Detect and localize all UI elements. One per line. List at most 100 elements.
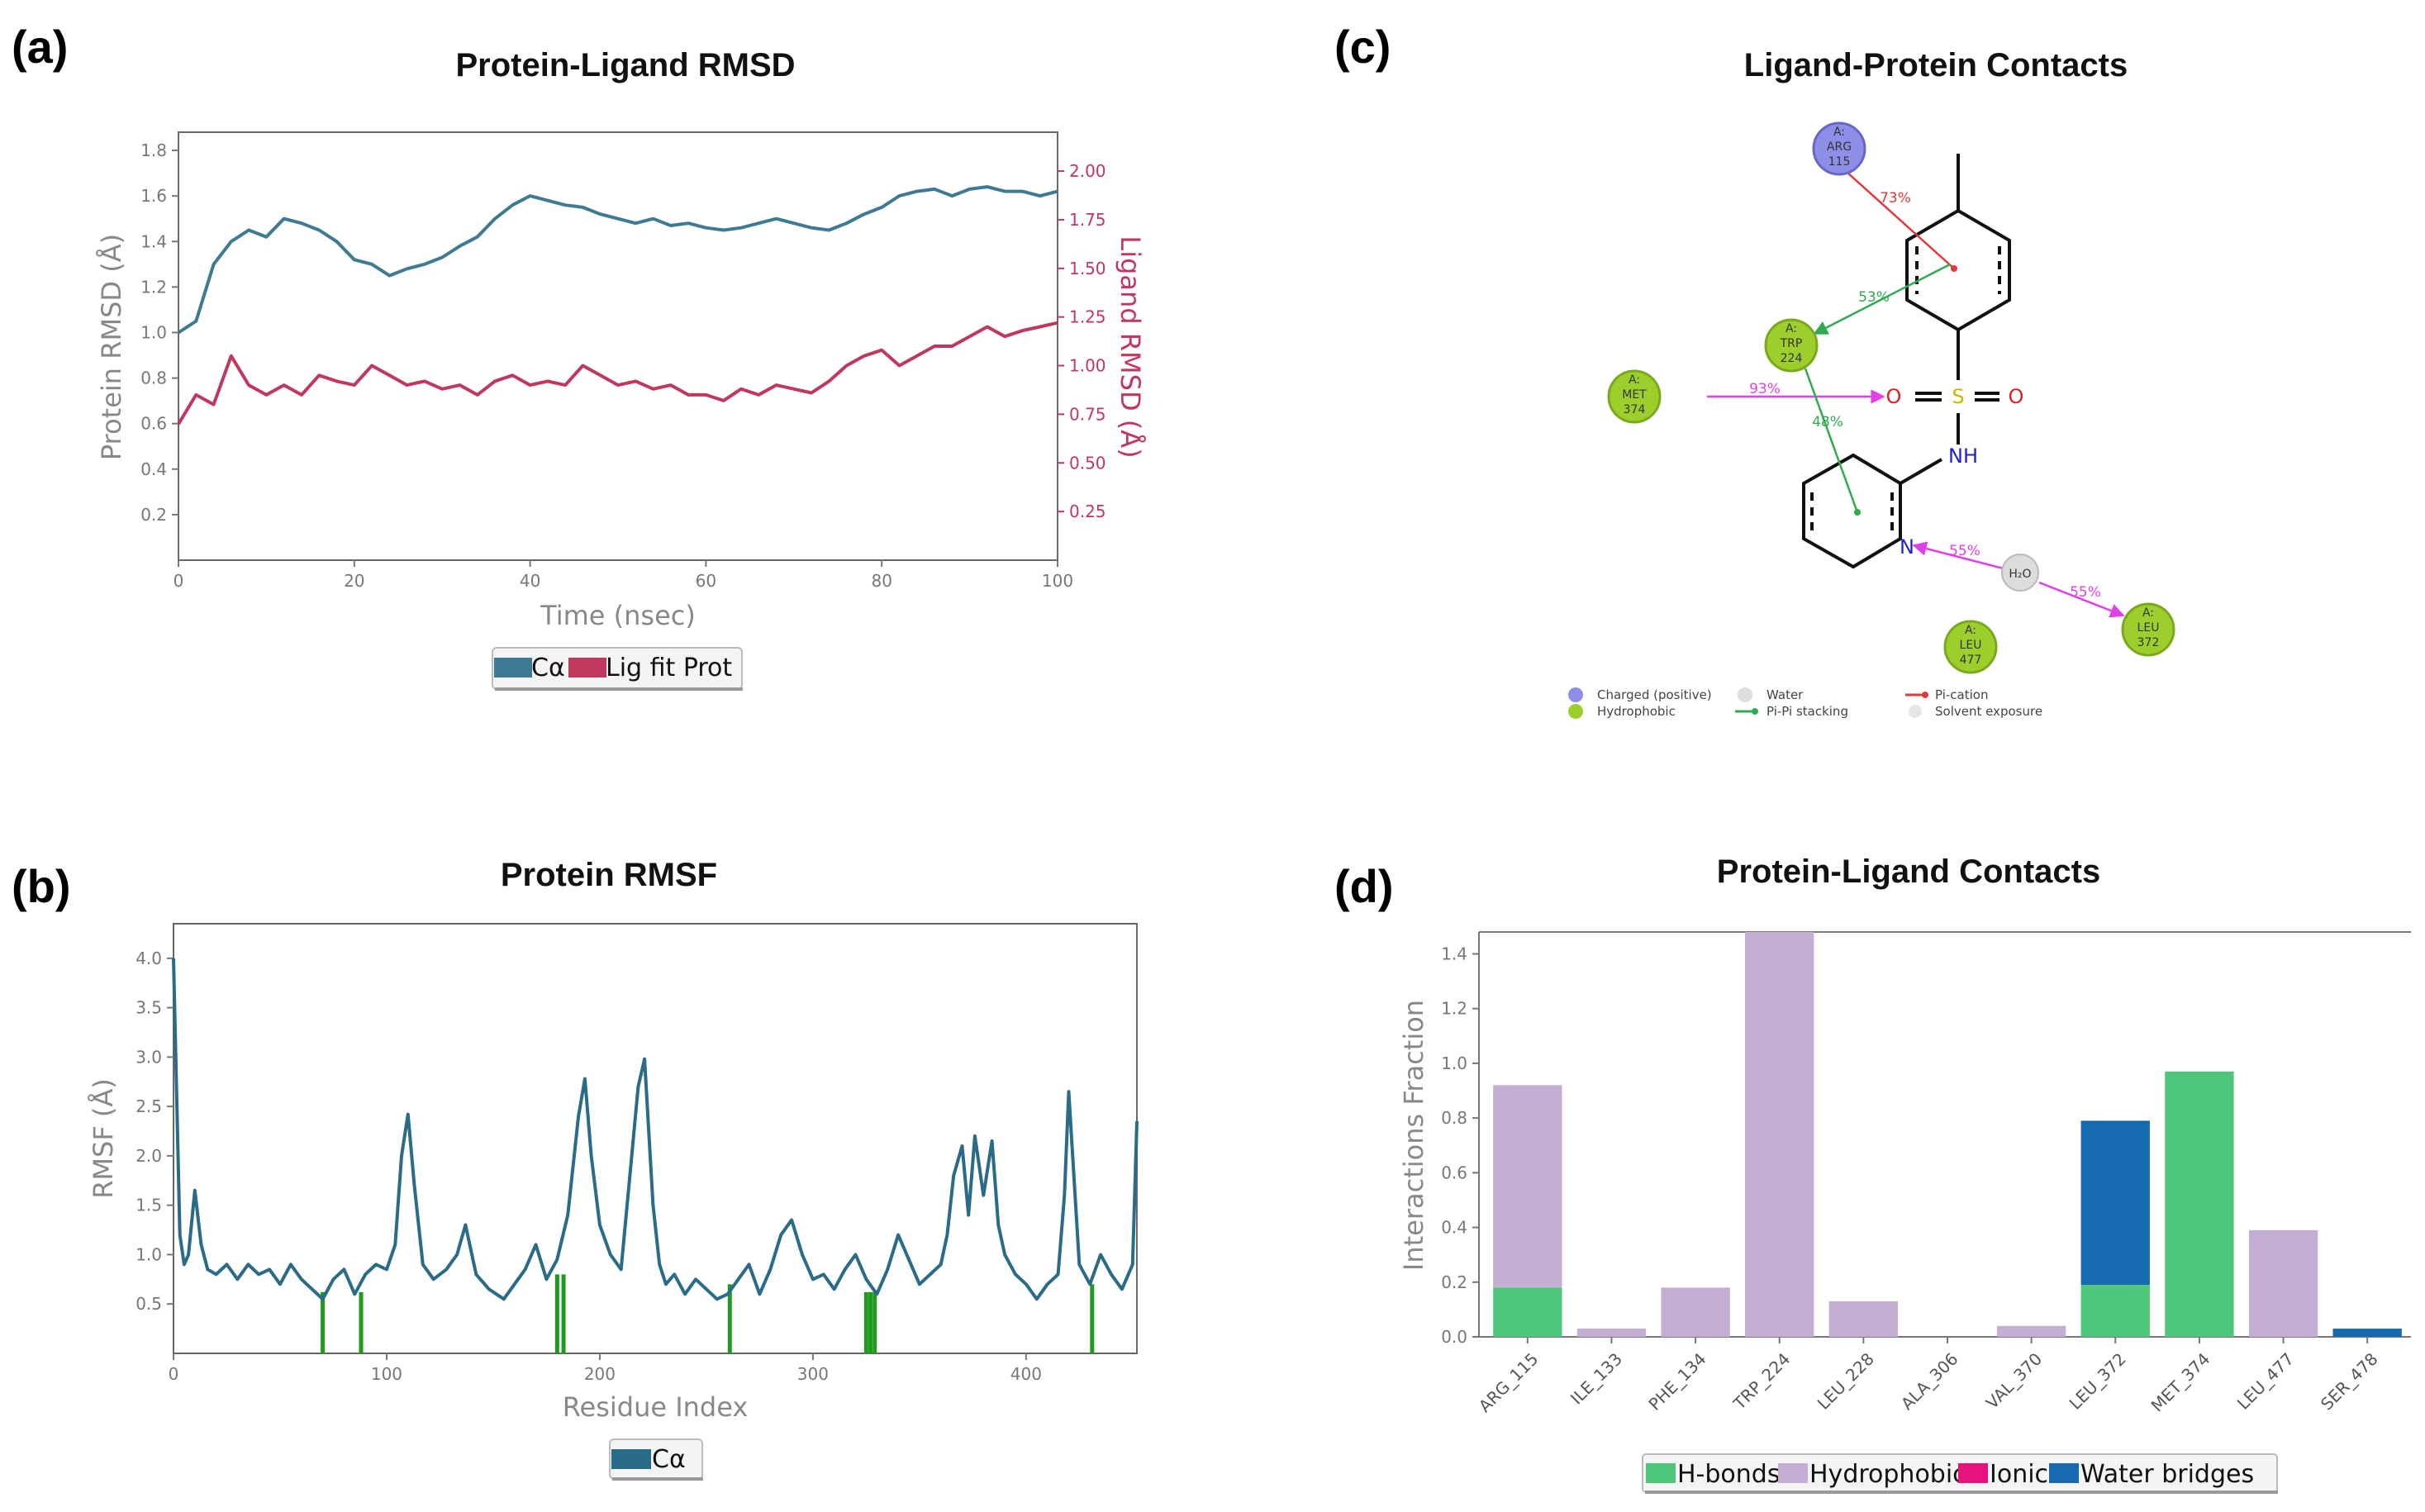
contacts-legend-label: Ionic [1990,1460,2048,1489]
contacts-x-tick-label: ILE_133 [1567,1349,1626,1409]
atom-s: S [1952,385,1964,408]
rmsd-x-tick-label: 40 [520,571,540,591]
residue-leu-477: A: LEU 477 [1943,620,1998,674]
contacts-x-tick-label: ALA_306 [1897,1349,1962,1415]
pipi-line-pyr [1804,368,1859,513]
svg-text:Water: Water [1766,687,1804,702]
ligand-structure [1802,154,2011,569]
rmsd-y2-tick-label: 2.00 [1069,161,1106,181]
contacts-bar-segment [1996,1325,2066,1337]
rmsf-y-tick-label: 1.5 [136,1196,162,1215]
svg-text:Solvent exposure: Solvent exposure [1935,704,2042,719]
rmsd-plot-frame [178,131,1058,561]
contacts-bar-segment [2248,1229,2318,1337]
contacts-x-tick-label: ARG_115 [1475,1349,1542,1416]
rmsf-line [172,958,1139,1301]
svg-text:LEU: LEU [1960,639,1982,652]
contacts-legend-swatch [1646,1463,1676,1483]
contacts-bar-segment [1661,1287,1730,1337]
rmsd-y-tick-label: 1.0 [140,322,167,342]
panel-label-d: (d) [1334,860,1394,912]
rmsd-legend: Cα Lig fit Prot [492,647,743,691]
pct-arg: 73% [1880,190,1911,207]
contacts-bar-segment [2165,1071,2234,1337]
svg-text:A:: A: [1629,373,1640,387]
contacts-chart: 0.0 0.2 0.4 0.6 0.8 1.0 1.2 1.4 ARG_115 ILE_133 P… [1398,931,2411,1494]
rmsd-y2-tick-label: 1.50 [1069,259,1106,278]
pct-met: 93% [1749,381,1781,397]
panel-a-title: Protein-Ligand RMSD [455,47,795,83]
contacts-legend-swatch [1958,1463,1988,1483]
rmsf-y-tick-label: 2.0 [136,1146,162,1166]
svg-text:Charged (positive): Charged (positive) [1597,687,1712,702]
contacts-x-tick-label: VAL_370 [1982,1349,2046,1413]
contacts-y-tick-label: 1.4 [1441,944,1467,963]
svg-text:MET: MET [1622,388,1647,402]
rmsd-x-tick-label: 20 [344,571,364,591]
legend-swatch-lig [568,658,606,678]
pct-trp-ring: 53% [1858,289,1890,306]
rmsf-y-tick-label: 0.5 [136,1294,162,1314]
rmsd-y-tick-label: 1.2 [140,277,167,297]
residue-leu-372: A: LEU 372 [2121,602,2175,657]
legend-label-ca-b: Cα [652,1445,686,1474]
svg-text:A:: A: [1965,624,1976,637]
rmsd-y-tick-label: 0.2 [140,505,167,525]
rmsf-y-tick-label: 4.0 [136,949,162,968]
svg-text:TRP: TRP [1780,337,1803,350]
rmsf-x-tick-label: 100 [371,1364,402,1384]
contacts-bar-segment [2080,1285,2150,1337]
pct-trp-pyr: 48% [1812,414,1843,430]
contacts-x-tick-label: LEU_372 [2066,1349,2130,1414]
rmsf-x-tick-label: 200 [584,1364,616,1384]
contacts-x-tick-label: SER_478 [2317,1349,2382,1415]
rmsf-x-label: Residue Index [563,1391,749,1423]
residue-met-374: A: MET 374 [1607,369,1662,424]
contacts-y-tick-label: 0.4 [1441,1218,1467,1238]
contacts-bar-segment [2332,1329,2402,1337]
rmsf-y-tick-label: 3.5 [136,998,162,1018]
rmsf-plot-frame [173,923,1138,1354]
contacts-bar-segment [1493,1287,1562,1337]
contacts-legend-label: H-bonds [1677,1460,1780,1489]
rmsd-x-label: Time (nsec) [540,600,696,631]
pication-line [1838,164,1955,269]
pct-water-leu: 55% [2070,584,2101,601]
svg-text:ARG: ARG [1827,140,1852,154]
svg-text:A:: A: [2142,606,2154,620]
pct-n-water: 55% [1949,543,1980,559]
legend-label-lig: Lig fit Prot [606,654,732,682]
contacts-legend: H-bonds Hydrophobic Ionic Water bridges [1642,1453,2278,1494]
svg-text:374: 374 [1624,403,1646,416]
atom-n: N [1900,535,1914,559]
contacts-y-label: Interactions Fraction [1398,1000,1429,1271]
rmsd-y2-tick-label: 0.75 [1069,404,1106,424]
rmsd-x-tick-label: 0 [174,571,184,591]
panel-label-c: (c) [1334,21,1391,73]
contacts-bar-segment [1745,932,1814,1337]
contacts-y-tick-label: 1.0 [1441,1053,1467,1073]
legend-swatch-ca [494,658,532,678]
svg-text:LEU: LEU [2137,621,2160,635]
svg-text:372: 372 [2137,636,2160,649]
contacts-bar-segment [2080,1120,2150,1286]
legend-swatch-ca-b [611,1449,651,1469]
svg-text:Hydrophobic: Hydrophobic [1597,704,1676,719]
rmsd-y-tick-label: 1.8 [140,140,167,160]
svg-text:A:: A: [1833,126,1845,139]
contacts-bar-segment [1828,1300,1899,1337]
atom-o2: O [2009,385,2024,408]
rmsd-y2-tick-label: 1.75 [1069,210,1106,230]
rmsd-x-tick-label: 100 [1042,571,1073,591]
svg-text:115: 115 [1828,155,1851,169]
contacts-legend-label: Water bridges [2080,1460,2254,1489]
rmsd-y-tick-label: 1.4 [140,231,167,251]
rmsf-y-tick-label: 3.0 [136,1047,162,1067]
legend-label-ca: Cα [531,654,565,682]
contacts-y-tick-label: 0.8 [1441,1108,1467,1128]
rmsf-y-tick-label: 2.5 [136,1096,162,1116]
rmsd-y-tick-label: 0.4 [140,459,167,479]
panel-b-title: Protein RMSF [501,857,717,893]
rmsf-x-tick-label: 300 [797,1364,829,1384]
